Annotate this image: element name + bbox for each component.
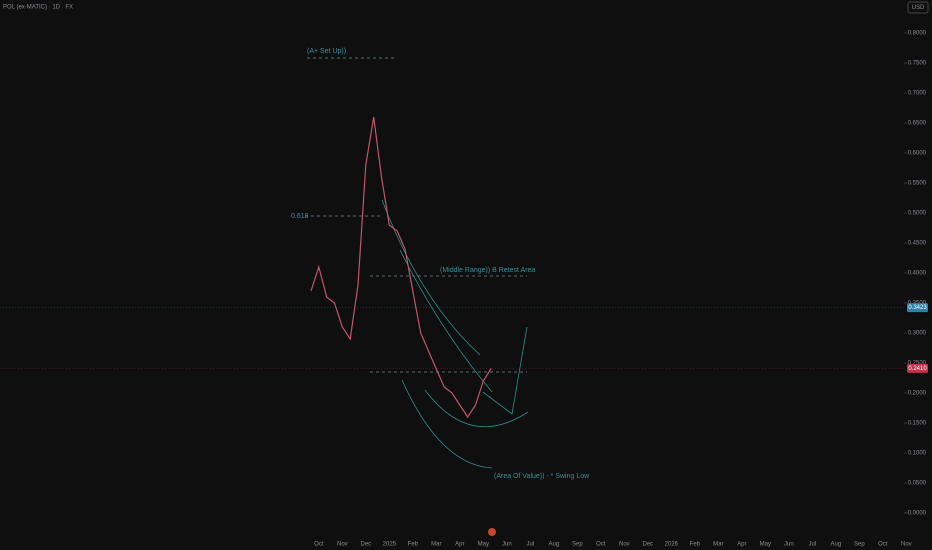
x-tick-label: Jul <box>808 542 816 548</box>
y-tick-label: 0.8000 <box>908 31 927 37</box>
x-tick-label: Feb <box>408 542 419 548</box>
x-tick-label: Apr <box>455 542 464 548</box>
annotation: 0.618 <box>291 213 309 220</box>
y-tick-label: 0.7000 <box>908 91 927 97</box>
x-tick-label: Feb <box>690 542 701 548</box>
x-tick-label: Jul <box>526 542 534 548</box>
x-tick-label: Nov <box>901 542 912 548</box>
x-tick-label: Sep <box>572 542 583 548</box>
x-tick-label: 2025 <box>383 542 397 548</box>
y-tick-label: 0.5500 <box>908 181 927 187</box>
x-tick-label: Mar <box>431 542 441 548</box>
x-tick-label: Apr <box>737 542 746 548</box>
x-tick-label: Jun <box>784 542 794 548</box>
y-tick-label: 0.7500 <box>908 61 927 67</box>
x-tick-label: Sep <box>854 542 865 548</box>
y-tick-label: 0.1000 <box>908 451 927 457</box>
x-tick-label: May <box>478 542 489 548</box>
y-tick-label: 0.6500 <box>908 121 927 127</box>
y-tick-label: 0.2500 <box>908 361 927 367</box>
y-tick-label: 0.6000 <box>908 151 927 157</box>
price-tag <box>907 303 928 313</box>
x-tick-label: Nov <box>619 542 630 548</box>
x-tick-label: Dec <box>642 542 653 548</box>
event-icon[interactable] <box>488 528 496 536</box>
x-tick-label: Aug <box>830 542 841 548</box>
arc <box>424 389 529 428</box>
annotation: (A+ Set Up)) <box>307 48 346 55</box>
price-tag-label: 0.3423 <box>908 305 927 311</box>
x-tick-label: Aug <box>548 542 559 548</box>
y-tick-label: 0.4500 <box>908 241 927 247</box>
projection <box>482 326 528 415</box>
trend-line <box>399 249 493 393</box>
price-line <box>310 116 492 419</box>
x-tick-label: Oct <box>314 542 324 548</box>
y-tick-label: 0.1500 <box>908 421 927 427</box>
y-tick-label: 0.4000 <box>908 271 927 277</box>
y-tick-label: 0.5000 <box>908 211 927 217</box>
annotation: (Area Of Value)) - * Swing Low <box>494 473 590 480</box>
y-tick-label: 0.0500 <box>908 481 927 487</box>
x-tick-label: Nov <box>337 542 348 548</box>
y-tick-label: 0.3000 <box>908 331 927 337</box>
x-tick-label: Dec <box>360 542 371 548</box>
price-tag-label: 0.2410 <box>908 366 927 372</box>
price-tag <box>907 363 928 373</box>
annotation: (Middle Range)) B Retest Area <box>440 267 535 274</box>
currency-button[interactable] <box>907 1 929 14</box>
y-tick-label: −0.0000 <box>904 511 927 517</box>
currency-label[interactable]: USD <box>912 5 925 11</box>
x-tick-label: Jun <box>502 542 512 548</box>
x-tick-label: Oct <box>596 542 606 548</box>
x-tick-label: 2026 <box>665 542 679 548</box>
arc <box>401 379 493 469</box>
x-tick-label: Oct <box>878 542 888 548</box>
x-tick-label: Mar <box>713 542 723 548</box>
x-tick-label: May <box>760 542 771 548</box>
y-tick-label: 0.2000 <box>908 391 927 397</box>
trend-line <box>381 199 481 356</box>
drawings <box>305 57 529 469</box>
chart-title: POL (ex-MATIC) · 1D · FX <box>3 5 73 11</box>
